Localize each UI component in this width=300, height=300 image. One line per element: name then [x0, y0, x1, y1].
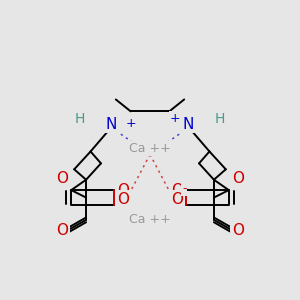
Text: -: - — [182, 182, 186, 194]
Text: +: + — [125, 117, 136, 130]
Text: Ca ++: Ca ++ — [129, 213, 171, 226]
Text: O: O — [232, 223, 244, 238]
Text: O: O — [232, 171, 244, 186]
Text: O: O — [56, 223, 68, 238]
Text: O: O — [56, 171, 68, 186]
Text: O: O — [171, 191, 183, 206]
Text: O: O — [117, 191, 129, 206]
Text: Ca ++: Ca ++ — [129, 142, 171, 155]
Text: H: H — [75, 112, 85, 126]
Text: O: O — [171, 183, 183, 198]
Text: +: + — [170, 112, 181, 125]
Text: H: H — [215, 112, 225, 126]
Text: N: N — [183, 117, 194, 132]
Text: O: O — [117, 183, 129, 198]
Text: N: N — [106, 117, 117, 132]
